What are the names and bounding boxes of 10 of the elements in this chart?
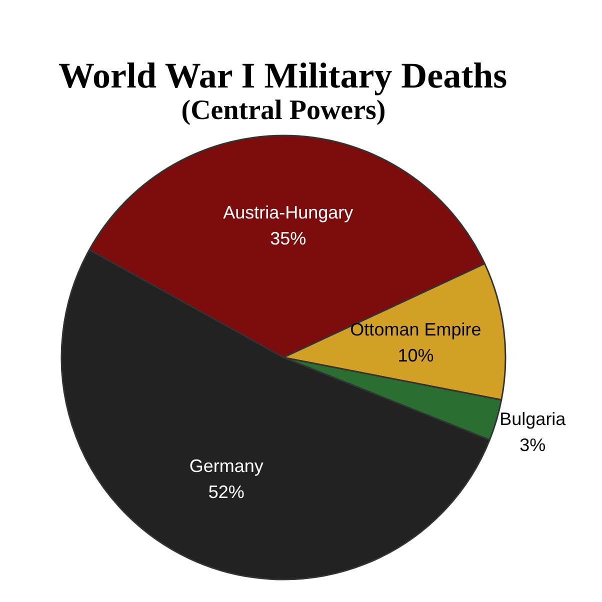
chart-title: World War I Military Deaths [58, 56, 508, 96]
data-label: 52% [208, 482, 244, 502]
slice-label: Austria-Hungary [223, 202, 354, 222]
data-label: 35% [270, 228, 306, 248]
data-label: 3% [520, 434, 546, 455]
data-label: 10% [398, 345, 434, 366]
slice-label: Germany [189, 456, 264, 476]
slice-label: Bulgaria [500, 408, 567, 429]
slice-label: Ottoman Empire [350, 319, 482, 340]
chart-subtitle: (Central Powers) [181, 95, 386, 126]
